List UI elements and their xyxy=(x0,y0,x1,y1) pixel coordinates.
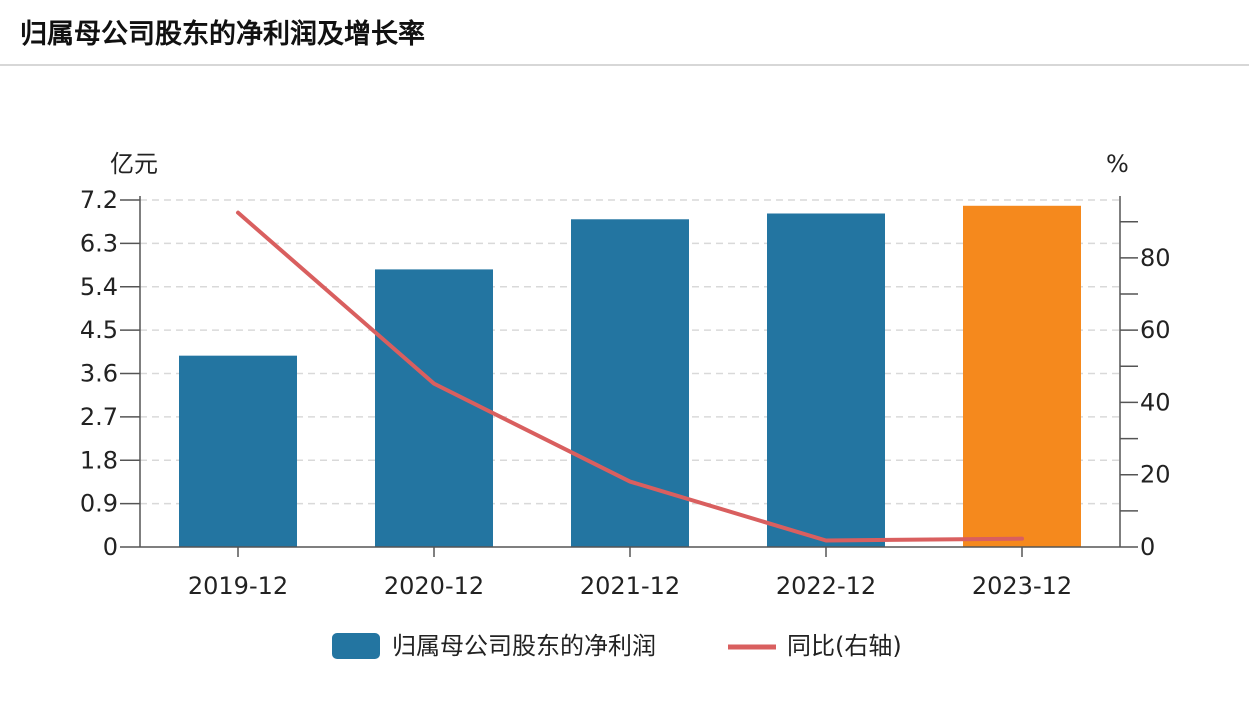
bar-2020-12 xyxy=(375,269,493,547)
left-tick-label: 3.6 xyxy=(80,360,118,388)
bar-2023-12 xyxy=(963,205,1081,548)
x-tick-label: 2020-12 xyxy=(384,572,484,600)
right-tick-label: 40 xyxy=(1140,388,1171,416)
bar-2021-12 xyxy=(571,219,689,547)
legend-line-label: 同比(右轴) xyxy=(787,632,902,660)
left-tick-label: 5.4 xyxy=(80,273,118,301)
gridlines xyxy=(140,199,1120,505)
left-tick-label: 6.3 xyxy=(80,229,118,257)
chart-title: 归属母公司股东的净利润及增长率 xyxy=(20,19,425,50)
legend: 归属母公司股东的净利润 同比(右轴) xyxy=(332,632,902,660)
x-tick-label: 2019-12 xyxy=(188,572,288,600)
bar-2022-12 xyxy=(767,213,885,547)
x-tick-label: 2021-12 xyxy=(580,572,680,600)
bar-2019-12 xyxy=(179,355,297,547)
legend-bar-label: 归属母公司股东的净利润 xyxy=(392,632,656,660)
left-axis-unit: 亿元 xyxy=(110,150,158,178)
right-tick-label: 60 xyxy=(1140,316,1171,344)
line-series xyxy=(236,210,1024,543)
left-tick-label: 0.9 xyxy=(80,490,118,518)
x-tick-label: 2023-12 xyxy=(972,572,1072,600)
left-tick-label: 4.5 xyxy=(80,316,118,344)
right-axis-unit: % xyxy=(1106,150,1129,178)
right-tick-label: 80 xyxy=(1140,244,1171,272)
title-divider xyxy=(0,64,1249,66)
left-tick-label: 7.2 xyxy=(80,186,118,214)
left-tick-label: 1.8 xyxy=(80,446,118,474)
right-tick-label: 0 xyxy=(1140,533,1155,561)
bar-series xyxy=(179,205,1081,548)
left-tick-label: 0 xyxy=(103,533,118,561)
x-tick-label: 2022-12 xyxy=(776,572,876,600)
right-tick-label: 20 xyxy=(1140,461,1171,489)
axes: 0 0.9 1.8 2.7 3.6 4.5 5.4 6.3 7.2 0 20 40 60 80 2019-1… xyxy=(80,186,1171,600)
left-tick-label: 2.7 xyxy=(80,403,118,431)
legend-bar-swatch xyxy=(332,633,380,659)
